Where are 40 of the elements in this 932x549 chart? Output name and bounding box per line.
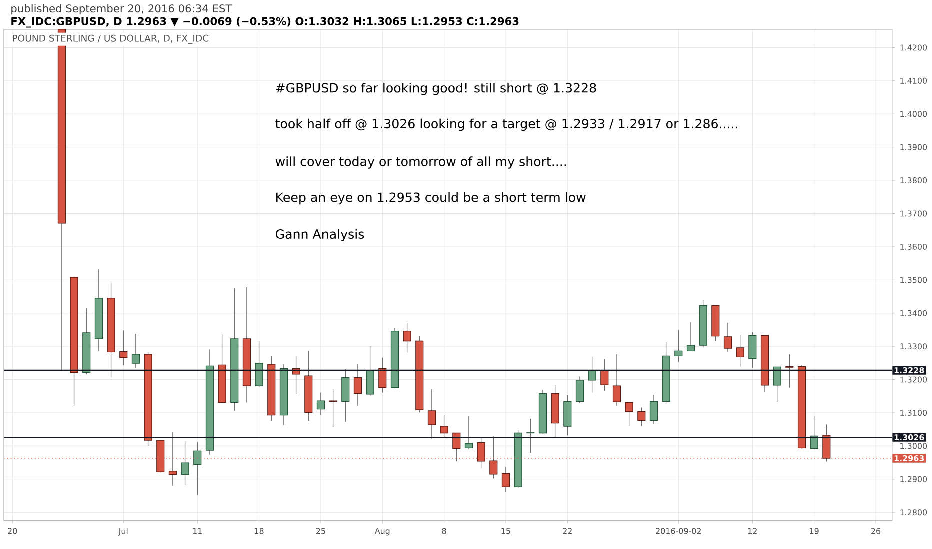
candlestick: [181, 441, 190, 486]
candlestick: [132, 334, 140, 368]
candlestick: [354, 364, 362, 406]
candlestick: [600, 359, 609, 392]
candlestick: [120, 330, 128, 366]
annotation: #GBPUSD so far looking good! still short @ 1.3228: [276, 83, 596, 96]
candlestick: [650, 394, 658, 424]
chart-title: FX_IDC:GBPUSD, D 1.2963 ▼ −0.0069 (−0.53%) O:1.3032 H:1.3065 L:1.2953 C:1.2963: [12, 17, 519, 28]
annotation: Gann Analysis: [276, 229, 364, 242]
candlestick: [464, 416, 474, 450]
candlestick: [526, 418, 535, 454]
candlestick: [786, 354, 794, 388]
candlestick: [612, 354, 622, 406]
candlestick: [194, 442, 202, 496]
annotation: will cover today or tomorrow of all my short....: [276, 156, 566, 169]
candlestick: [502, 466, 510, 492]
candlestick: [588, 356, 596, 394]
candlestick: [674, 330, 683, 363]
candlestick: [440, 415, 448, 438]
candlestick: [329, 389, 338, 428]
candlestick: [255, 341, 264, 388]
candlestick: [378, 358, 387, 394]
annotation: took half off @ 1.3026 looking for a target @ 1.2933 / 1.2917 or 1.286.....: [276, 118, 738, 132]
candlestick: [366, 346, 374, 396]
annotation: Keep an eye on 1.2953 could be a short term low: [276, 192, 586, 205]
text: POUND STERLING / US DOLLAR, D, FX_IDC: [13, 34, 209, 44]
candlestick: [316, 392, 325, 416]
candlestick: [736, 335, 744, 368]
candlestick: [686, 322, 696, 352]
candlestick: [403, 322, 412, 354]
candlestick: [428, 389, 436, 440]
text: published September 20, 2016 06:34 EST: [12, 4, 232, 15]
candlestick: [773, 366, 782, 402]
candlestick: [576, 376, 584, 404]
candlestick: [724, 322, 732, 352]
candlestick: [625, 402, 634, 427]
candlestick: [748, 332, 757, 368]
candlestick: [810, 416, 818, 450]
candlestick: [342, 369, 350, 422]
candlestick: [638, 407, 646, 427]
